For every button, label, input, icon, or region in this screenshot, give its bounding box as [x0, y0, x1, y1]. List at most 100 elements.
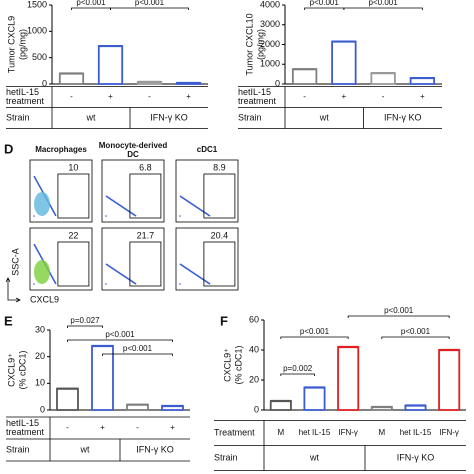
row-label: treatment — [6, 96, 45, 106]
treatment-label: - — [303, 92, 306, 101]
flow-dot — [33, 283, 35, 285]
flow-dot — [33, 215, 35, 217]
treatment-label: IFN-γ — [439, 428, 459, 437]
sig-label: p<0.001 — [310, 0, 340, 7]
bar — [97, 45, 124, 85]
flow-dot — [190, 202, 193, 205]
panel-label: D — [4, 141, 13, 156]
y-tick-label: 20 — [35, 351, 45, 361]
column-label: Macrophages — [35, 145, 87, 154]
bar — [370, 72, 396, 85]
y-axis-label: Tumor CXCL9 — [6, 16, 16, 73]
sig-bracket — [67, 325, 103, 328]
treatment-label: het IL-15 — [400, 428, 432, 437]
flow-dot — [114, 269, 116, 271]
flow-dot — [204, 211, 206, 214]
flow-x-label: CXCL9 — [30, 294, 59, 304]
flow-dot — [36, 249, 39, 251]
sig-label: p=0.027 — [70, 316, 100, 325]
flow-dot — [202, 278, 204, 281]
y-tick-label: 1000 — [260, 59, 280, 69]
flow-dot — [190, 270, 193, 273]
flow-dot — [132, 281, 135, 284]
row-label: hetIL-15 — [238, 87, 271, 97]
sig-label: p<0.001 — [401, 327, 431, 336]
y-tick-label: 4000 — [260, 0, 280, 9]
flow-dot — [208, 282, 211, 285]
panel-label: E — [4, 313, 13, 328]
sig-bracket — [71, 7, 111, 10]
sig-bracket — [381, 336, 450, 339]
flow-dot — [123, 275, 125, 277]
flow-dot — [128, 278, 130, 281]
y-tick-label: 0 — [40, 404, 45, 414]
flow-dot — [179, 283, 181, 285]
row-label: treatment — [238, 96, 277, 106]
column-label-line: DC — [127, 150, 139, 159]
gate — [57, 173, 90, 219]
flow-dot — [116, 270, 119, 273]
flow-dot — [41, 258, 44, 261]
flow-dot — [39, 187, 42, 189]
flow-dot — [34, 245, 37, 248]
flow-dot — [109, 198, 112, 200]
y-axis-label: (pg/mg) — [17, 29, 27, 60]
flow-y-label: SSC-A — [10, 248, 20, 276]
flow-dot — [206, 281, 209, 284]
flow-dot — [123, 207, 125, 209]
y-tick-label: 30 — [35, 324, 45, 334]
y-tick-label: 1000 — [27, 26, 47, 36]
y-axis-label: (pg/mg) — [255, 29, 265, 60]
sig-bracket — [102, 353, 173, 356]
row-label: Treatment — [214, 427, 255, 437]
flow-dot — [105, 215, 107, 217]
sig-label: p<0.001 — [384, 306, 414, 315]
axis-arrows — [5, 277, 21, 303]
flow-dot — [50, 273, 52, 276]
bar — [56, 387, 79, 411]
sig-bracket — [343, 7, 423, 10]
flow-dot — [51, 276, 54, 279]
sig-bracket — [280, 373, 315, 376]
sig-label: p<0.001 — [300, 327, 330, 336]
flow-dot — [199, 276, 202, 279]
flow-dot — [183, 198, 186, 200]
sig-bracket — [67, 339, 173, 342]
group-label: IFN-γ KO — [150, 112, 188, 122]
flow-dot — [114, 201, 116, 203]
treatment-label: - — [382, 92, 385, 101]
flow-dot — [192, 204, 195, 206]
flow-dot — [118, 272, 121, 274]
sig-bracket — [280, 336, 349, 339]
flow-dot — [134, 282, 137, 285]
flow-dot — [208, 214, 211, 217]
treatment-label: IFN-γ — [338, 428, 358, 437]
y-tick-label: 0 — [42, 78, 47, 88]
flow-dot — [130, 279, 132, 282]
flow-dot — [121, 205, 123, 208]
flow-dot — [128, 210, 130, 213]
flow-dot — [197, 207, 199, 209]
group-label: wt — [80, 444, 90, 454]
y-tick-label: 60 — [249, 314, 259, 324]
gate — [129, 241, 162, 287]
treatment-label: - — [148, 92, 151, 101]
sig-label: p<0.001 — [123, 344, 153, 353]
flow-dot — [37, 251, 40, 254]
y-tick-label: 500 — [32, 52, 47, 62]
gate-value: 21.7 — [137, 230, 155, 240]
y-tick-label: 3000 — [260, 19, 280, 29]
treatment-label: + — [108, 92, 113, 101]
row-label: Strain — [6, 444, 30, 454]
y-tick-label: 40 — [249, 344, 259, 354]
flow-dot — [197, 275, 199, 277]
group-label: IFN-γ KO — [397, 452, 435, 462]
flow-dot — [181, 196, 183, 199]
flow-dot — [50, 205, 52, 208]
column-label: cDC1 — [197, 145, 218, 154]
flow-dot — [37, 183, 40, 186]
sig-label: p<0.001 — [369, 0, 399, 7]
sig-label: p=0.002 — [283, 364, 313, 373]
flow-dot — [185, 267, 188, 270]
bar — [303, 386, 326, 411]
